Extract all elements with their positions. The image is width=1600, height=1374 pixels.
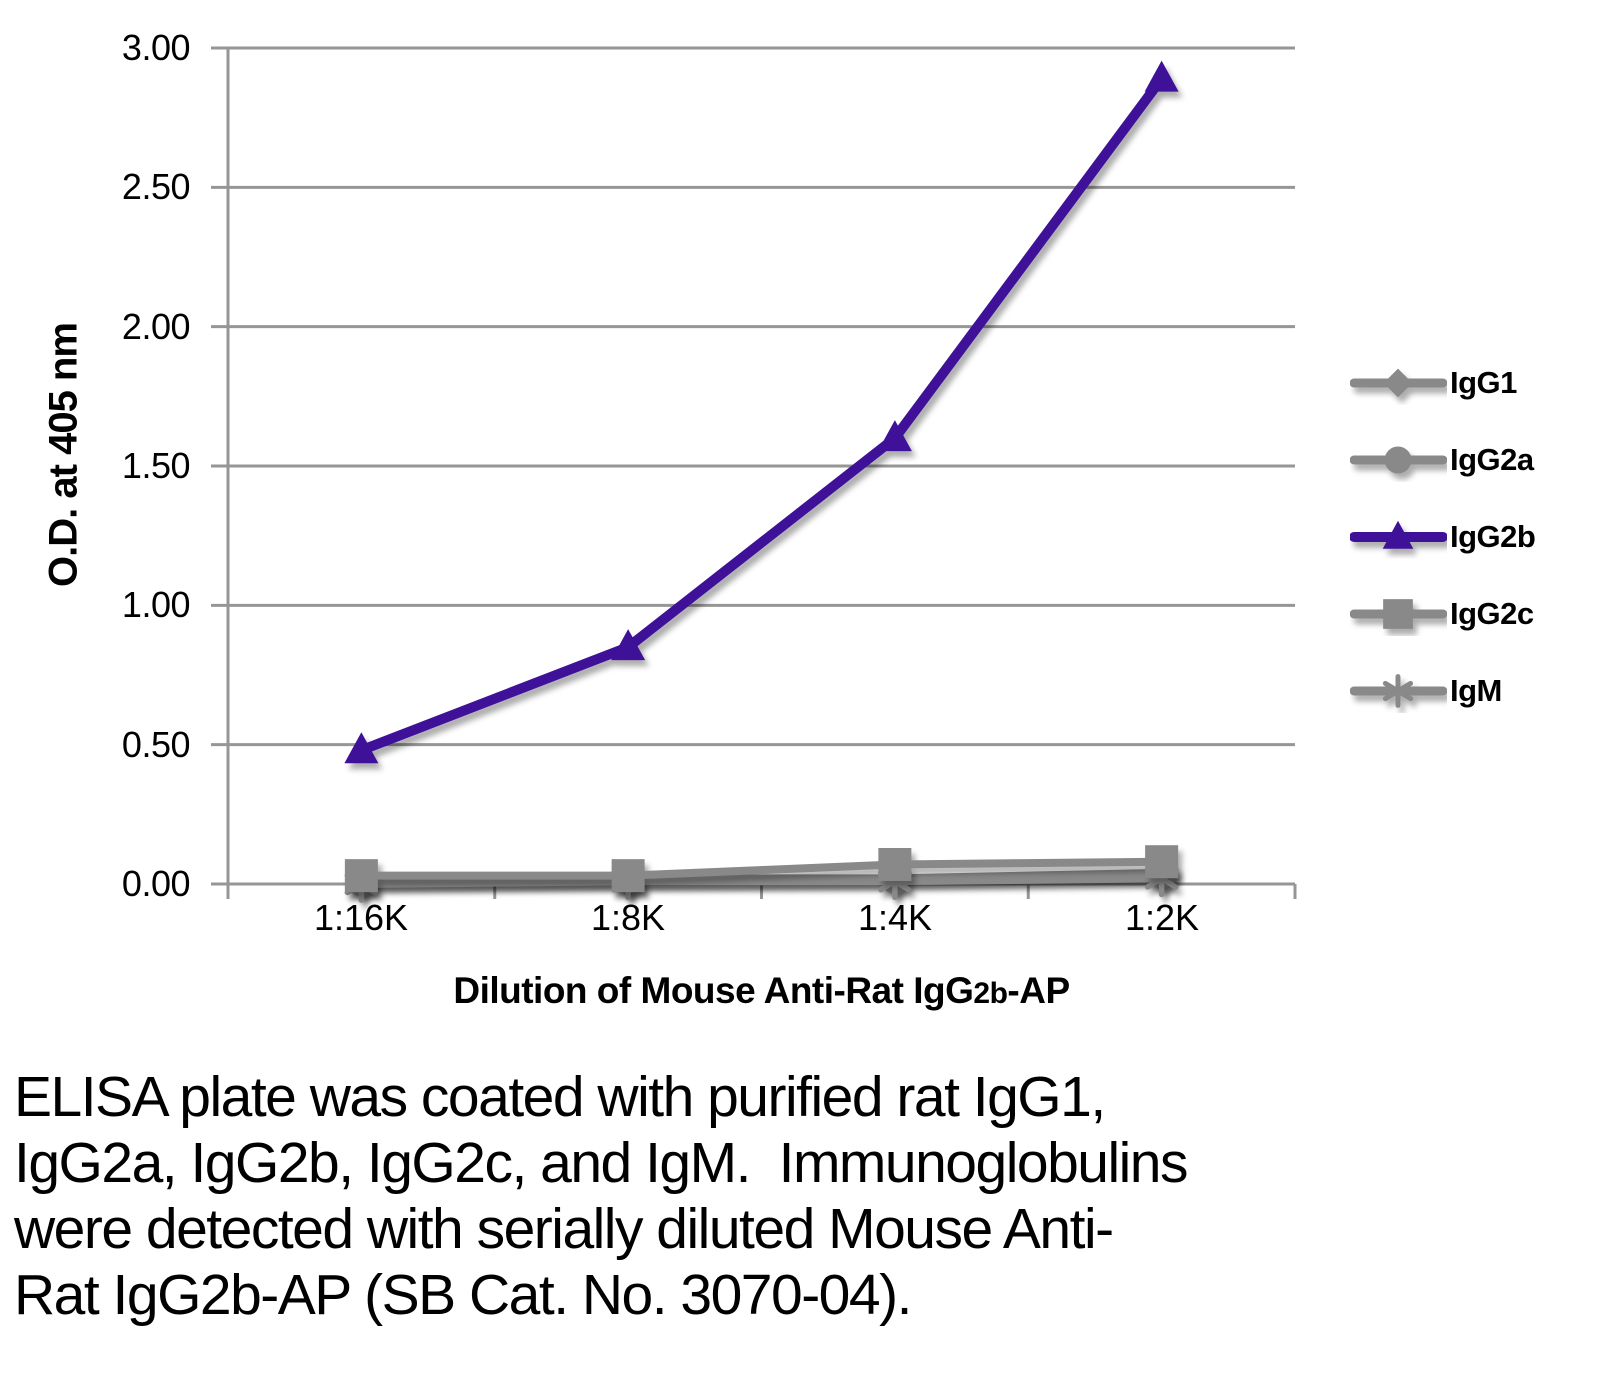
legend-label: IgG2c — [1450, 596, 1534, 631]
caption-line: were detected with serially diluted Mous… — [14, 1197, 1114, 1261]
caption-line: Rat IgG2b-AP (SB Cat. No. 3070-04). — [14, 1263, 912, 1327]
caption-line: ELISA plate was coated with purified rat… — [14, 1065, 1106, 1129]
legend-item-IgG2a: IgG2a — [1350, 438, 1535, 482]
line-chart-canvas — [211, 46, 1297, 903]
legend-asterisk-marker-icon — [1350, 674, 1447, 708]
legend-label: IgM — [1450, 673, 1502, 708]
legend-item-IgM: IgM — [1350, 669, 1535, 713]
series-IgG2b — [344, 60, 1179, 764]
legend-item-IgG1: IgG1 — [1350, 361, 1535, 405]
x-axis-title-subscript: 2b — [973, 977, 1008, 1010]
legend-item-IgG2b: IgG2b — [1350, 515, 1536, 559]
x-tick-label: 1:4K — [857, 897, 933, 938]
legend-label: IgG2a — [1450, 442, 1534, 477]
x-tick-label: 1:2K — [1124, 897, 1200, 938]
gridlines — [228, 46, 1295, 886]
x-axis-title-text: -AP — [1007, 970, 1070, 1011]
legend: IgG1 IgG2a IgG2b IgG2c IgM — [1350, 361, 1536, 746]
legend-label: IgG1 — [1450, 365, 1517, 400]
caption-line: IgG2a, IgG2b, IgG2c, and IgM. Immunoglob… — [14, 1131, 1189, 1195]
y-tick-label: 0.50 — [121, 724, 191, 765]
legend-square-marker-icon — [1350, 599, 1447, 629]
legend-item-IgG2c: IgG2c — [1350, 592, 1535, 636]
axes — [211, 46, 1297, 899]
chart-area: O.D. at 405 nm 3.00 2.50 2.00 1.50 1.00 … — [42, 27, 1536, 1012]
y-tick-label: 1.00 — [121, 584, 191, 625]
figure-caption: ELISA plate was coated with purified rat… — [14, 1064, 1189, 1328]
legend-circle-marker-icon — [1350, 446, 1447, 474]
y-tick-label: 1.50 — [121, 445, 191, 486]
y-tick-label: 3.00 — [121, 27, 191, 68]
legend-triangle-marker-icon — [1350, 520, 1447, 549]
y-tick-label: 2.50 — [121, 166, 191, 207]
y-tick-label: 2.00 — [121, 306, 191, 347]
legend-label: IgG2b — [1450, 519, 1536, 554]
x-tick-label: 1:16K — [313, 897, 409, 938]
legend-diamond-marker-icon — [1350, 368, 1447, 398]
y-tick-label: 0.00 — [121, 863, 191, 904]
series-IgG2c — [344, 845, 1179, 893]
x-tick-label: 1:8K — [590, 897, 666, 938]
x-axis-title-text: Dilution of Mouse Anti-Rat IgG — [453, 970, 974, 1011]
x-axis-title: Dilution of Mouse Anti-Rat IgG2b-AP — [228, 970, 1295, 1012]
